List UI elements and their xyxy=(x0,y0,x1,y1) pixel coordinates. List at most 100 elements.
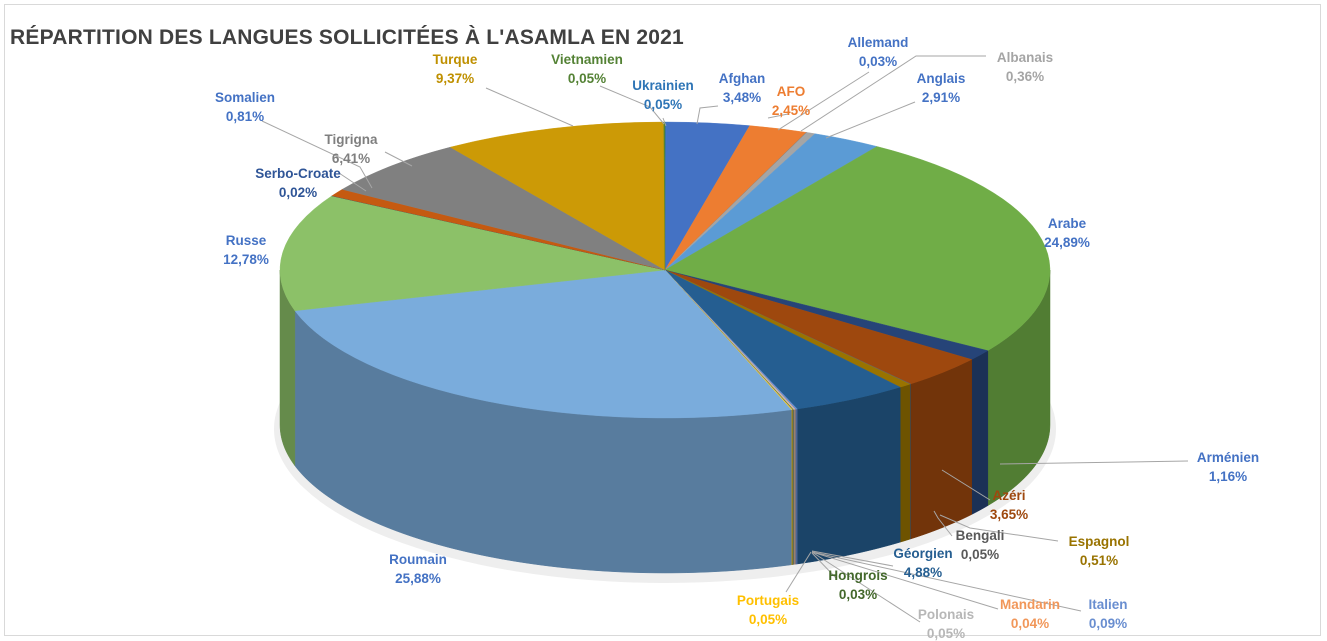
label-value-vietnamien: 0,05% xyxy=(568,71,606,86)
label-name-portugais: Portugais xyxy=(737,593,799,608)
label-value-mandarin: 0,04% xyxy=(1011,616,1049,631)
label-name-hongrois: Hongrois xyxy=(828,568,887,583)
label-value-afghan: 3,48% xyxy=(723,90,761,105)
label-value-georgien: 4,88% xyxy=(904,565,942,580)
label-name-anglais: Anglais xyxy=(917,71,966,86)
leader-line-serbo-croate xyxy=(338,172,367,192)
data-label-azeri: Azéri 3,65% xyxy=(990,488,1028,522)
label-value-serbo-croate: 0,02% xyxy=(279,185,317,200)
pie-top xyxy=(279,121,1051,419)
data-label-afo: AFO 2,45% xyxy=(772,84,810,118)
leader-line-espagnol xyxy=(939,514,1059,542)
pie-slice-turque xyxy=(449,121,666,271)
data-label-turque: Turque 9,37% xyxy=(433,52,478,86)
leader-line-ukrainien xyxy=(662,117,667,127)
label-value-arabe: 24,89% xyxy=(1044,235,1090,250)
pie-side-georgien xyxy=(796,386,901,565)
leader-line-turque xyxy=(485,87,574,127)
label-value-azeri: 3,65% xyxy=(990,507,1028,522)
leader-line-mandarin xyxy=(811,551,999,610)
leader-line-somalien xyxy=(261,120,373,189)
leader-line-hongrois xyxy=(811,552,837,579)
data-label-polonais: Polonais 0,05% xyxy=(918,607,974,641)
leader-line-armenien xyxy=(999,460,1189,465)
label-name-serbo-croate: Serbo-Croate xyxy=(255,166,341,181)
label-name-polonais: Polonais xyxy=(918,607,974,622)
label-value-allemand: 0,03% xyxy=(859,54,897,69)
chart-title: RÉPARTITION DES LANGUES SOLLICITÉES À L'… xyxy=(10,26,684,49)
leader-line-bengali xyxy=(933,510,953,537)
pie-slice-tigrigna xyxy=(341,146,666,271)
label-value-somalien: 0,81% xyxy=(226,109,264,124)
label-name-bengali: Bengali xyxy=(956,528,1005,543)
label-name-afghan: Afghan xyxy=(719,71,766,86)
label-value-tigrigna: 6,41% xyxy=(332,151,370,166)
data-label-armenien: Arménien 1,16% xyxy=(1197,450,1259,484)
leader-line-tigrigna xyxy=(384,151,413,167)
label-value-armenien: 1,16% xyxy=(1209,469,1247,484)
data-label-anglais: Anglais 2,91% xyxy=(917,71,966,105)
label-name-azeri: Azéri xyxy=(992,488,1025,503)
label-value-hongrois: 0,03% xyxy=(839,587,877,602)
data-label-tigrigna: Tigrigna 6,41% xyxy=(324,132,377,166)
label-name-allemand: Allemand xyxy=(848,35,909,50)
label-value-ukrainien: 0,05% xyxy=(644,97,682,112)
data-label-roumain: Roumain 25,88% xyxy=(389,552,447,586)
pie-side-azeri xyxy=(910,359,972,540)
leader-line-portugais xyxy=(785,551,812,593)
label-name-tigrigna: Tigrigna xyxy=(324,132,377,147)
label-value-afo: 2,45% xyxy=(772,103,810,118)
pie-side-italien xyxy=(794,408,798,565)
data-label-espagnol: Espagnol 0,51% xyxy=(1069,534,1130,568)
label-name-somalien: Somalien xyxy=(215,90,275,105)
label-value-bengali: 0,05% xyxy=(961,547,999,562)
label-name-albanais: Albanais xyxy=(997,50,1053,65)
data-label-ukrainien: Ukrainien 0,05% xyxy=(632,78,694,112)
pie-side-espagnol xyxy=(899,383,911,543)
data-label-russe: Russe 12,78% xyxy=(223,233,269,267)
label-name-russe: Russe xyxy=(226,233,267,248)
data-label-italien: Italien 0,09% xyxy=(1088,597,1127,631)
label-name-roumain: Roumain xyxy=(389,552,447,567)
label-name-turque: Turque xyxy=(433,52,478,67)
data-label-portugais: Portugais 0,05% xyxy=(737,593,799,627)
leader-line-polonais xyxy=(811,551,921,623)
label-name-georgien: Géorgien xyxy=(893,546,952,561)
data-label-somalien: Somalien 0,81% xyxy=(215,90,275,124)
label-value-portugais: 0,05% xyxy=(749,612,787,627)
leader-line-afo xyxy=(767,113,789,119)
label-value-espagnol: 0,51% xyxy=(1080,553,1118,568)
leader-line-italien xyxy=(811,551,1082,612)
leader-line-anglais xyxy=(825,101,916,139)
label-value-turque: 9,37% xyxy=(436,71,474,86)
label-name-arabe: Arabe xyxy=(1048,216,1087,231)
leader-line-albanais xyxy=(800,55,986,132)
leader-line-afghan xyxy=(696,105,719,125)
label-name-italien: Italien xyxy=(1088,597,1127,612)
leader-line-vietnamien xyxy=(599,85,665,125)
leader-line-georgien xyxy=(811,550,894,567)
pie-slice-russe xyxy=(279,195,666,311)
leader-line-allemand xyxy=(777,71,870,131)
data-labels: Ukrainien 0,05% Afghan 3,48% AFO 2,45% Alleman… xyxy=(215,35,1259,641)
data-label-serbo-croate: Serbo-Croate 0,02% xyxy=(255,166,341,200)
label-value-polonais: 0,05% xyxy=(927,626,965,641)
label-name-espagnol: Espagnol xyxy=(1069,534,1130,549)
leader-line-azeri xyxy=(941,469,991,501)
label-name-armenien: Arménien xyxy=(1197,450,1259,465)
pie-slice-arabe xyxy=(664,146,1051,351)
data-label-afghan: Afghan 3,48% xyxy=(719,71,766,105)
label-value-roumain: 25,88% xyxy=(395,571,441,586)
data-label-bengali: Bengali 0,05% xyxy=(956,528,1005,562)
label-name-ukrainien: Ukrainien xyxy=(632,78,694,93)
data-label-allemand: Allemand 0,03% xyxy=(848,35,909,69)
pie-sides xyxy=(279,269,1051,574)
data-label-georgien: Géorgien 4,88% xyxy=(893,546,952,580)
data-label-albanais: Albanais 0,36% xyxy=(997,50,1053,84)
label-value-albanais: 0,36% xyxy=(1006,69,1044,84)
label-name-mandarin: Mandarin xyxy=(1000,597,1060,612)
label-name-afo: AFO xyxy=(777,84,806,99)
data-label-arabe: Arabe 24,89% xyxy=(1044,216,1090,250)
label-value-anglais: 2,91% xyxy=(922,90,960,105)
